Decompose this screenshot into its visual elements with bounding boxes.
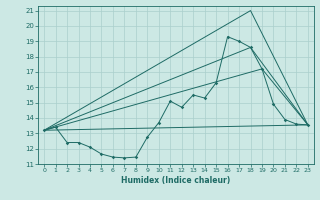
X-axis label: Humidex (Indice chaleur): Humidex (Indice chaleur) — [121, 176, 231, 185]
